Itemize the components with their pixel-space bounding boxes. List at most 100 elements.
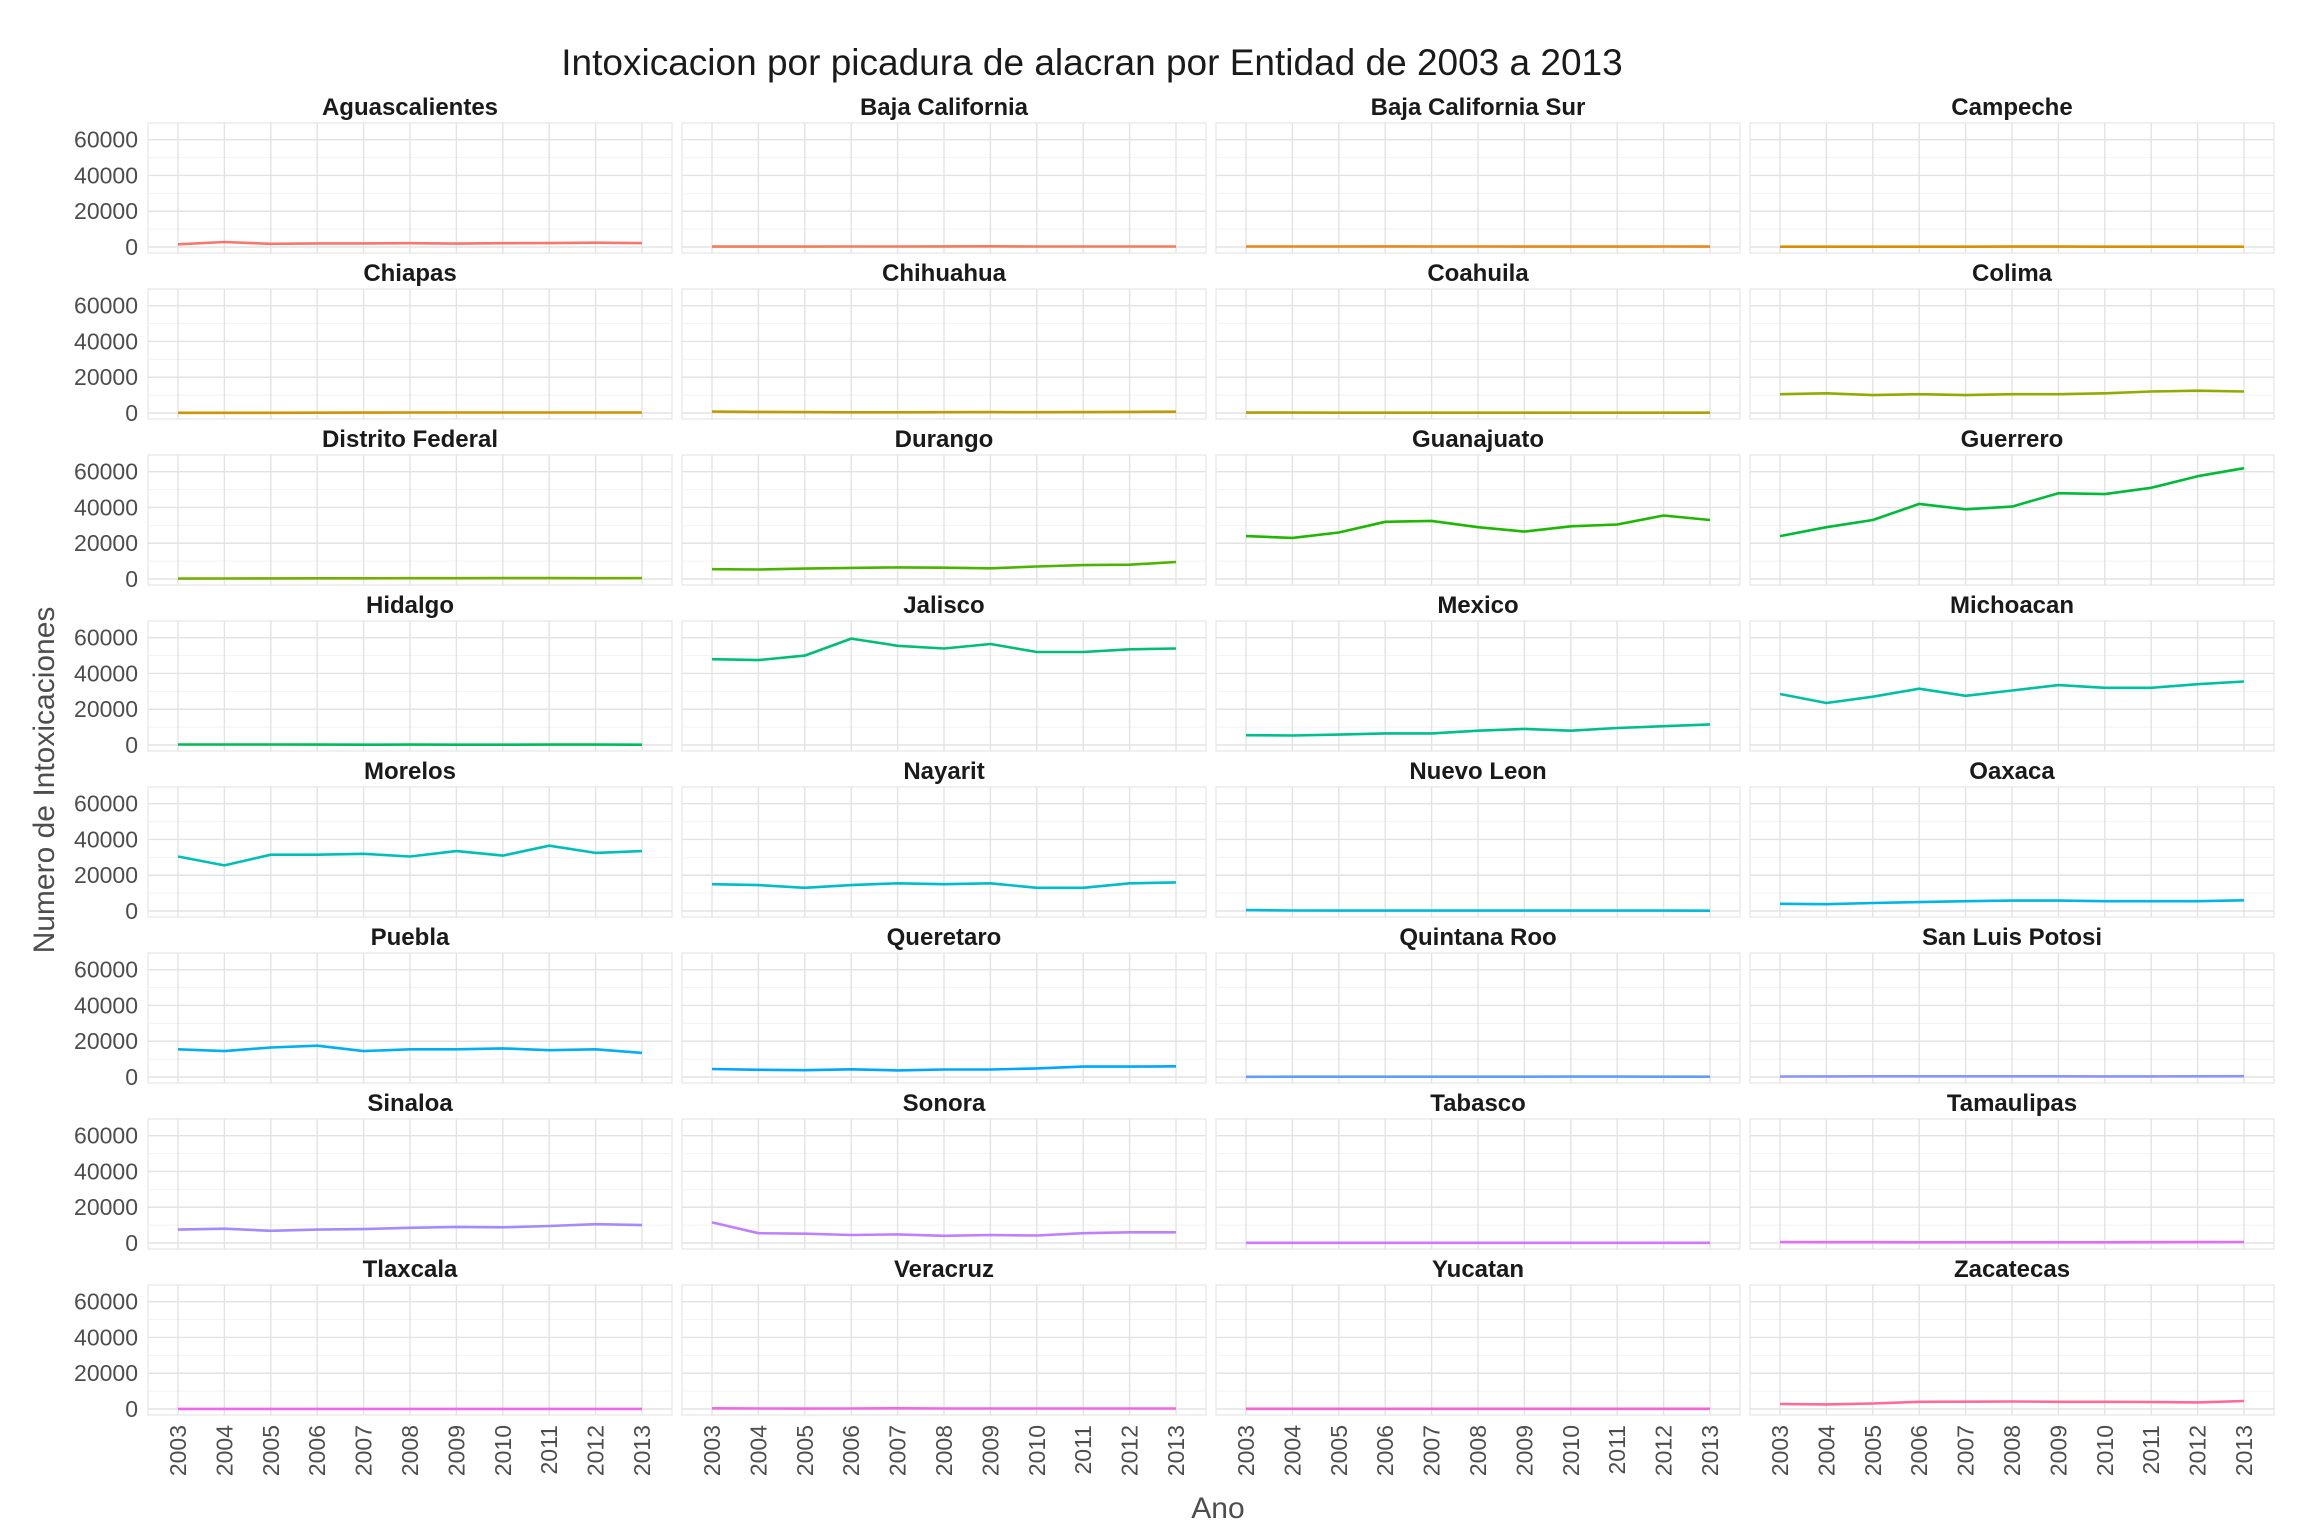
facet-strip-label: Tamaulipas [1947,1090,2077,1117]
x-tick-label: 2013 [1697,1425,1723,1476]
facet-strip-label: Michoacan [1950,592,2074,619]
series-line [711,1065,1177,1072]
facet-strip-label: Sinaloa [367,1090,453,1117]
series-line [1779,389,2245,397]
series-line [1245,908,1711,913]
x-tick-label: 2003 [1767,1425,1793,1476]
facet-panel: Chiapas 0 20000 40000 60000 [74,260,673,426]
series-line [1245,723,1711,737]
facet-panel: Campeche [1749,94,2275,254]
facet-panel: San Luis Potosi [1749,924,2275,1084]
facet-strip-label: Sonora [903,1090,986,1117]
y-tick-label: 40000 [74,1158,138,1184]
series-line [177,576,643,580]
y-tick-label: 20000 [74,198,138,224]
series-line [1779,680,2245,705]
y-tick-label: 40000 [74,826,138,852]
y-tick-label: 60000 [74,625,138,651]
y-tick-label: 20000 [74,1194,138,1220]
x-tick-label: 2013 [2231,1425,2257,1476]
facet-strip-label: Baja California Sur [1371,94,1586,121]
facet-panel: Michoacan [1749,592,2275,752]
facet-panel: Oaxaca [1749,758,2275,918]
x-tick-label: 2011 [1070,1425,1096,1474]
facet-strip-label: Quintana Roo [1399,924,1556,951]
x-tick-label: 2008 [1999,1425,2025,1476]
x-tick-label: 2011 [2138,1425,2164,1474]
facet-strip-label: San Luis Potosi [1922,924,2102,951]
y-tick-label: 20000 [74,862,138,888]
x-tick-label: 2010 [1558,1425,1584,1476]
facet-strip-label: Queretaro [887,924,1002,951]
facet-strip-label: Mexico [1437,592,1518,619]
facet-strip-label: Veracruz [894,1256,994,1283]
x-tick-label: 2009 [443,1425,469,1476]
x-tick-label: 2008 [1465,1425,1491,1476]
facet-panel: Baja California Sur [1215,94,1741,254]
x-tick-label: 2009 [977,1425,1003,1476]
series-line [711,410,1177,414]
facet-strip-label: Tabasco [1430,1090,1526,1117]
y-tick-label: 60000 [74,1289,138,1315]
series-line [1779,466,2245,538]
x-tick-label: 2009 [1511,1425,1537,1476]
x-tick-label: 2007 [1953,1425,1979,1476]
y-tick-label: 40000 [74,660,138,686]
facet-panel: Tamaulipas [1749,1090,2275,1250]
x-tick-label: 2007 [1419,1425,1445,1476]
series-line [711,560,1177,571]
x-tick-label: 2012 [583,1425,609,1476]
x-axis-title: Ano [1191,1492,1244,1525]
facet-panel: Durango [681,426,1207,586]
facet-panel: Puebla 0 20000 40000 60000 [74,924,673,1090]
facet-panel: Baja California [681,94,1207,254]
facet-panel: Nayarit [681,758,1207,918]
facet-panel: Hidalgo 0 20000 40000 60000 [74,592,673,758]
y-tick-label: 60000 [74,957,138,983]
facet-panel: Veracruz 2003 2004 2005 2006 2007 2008 2009 2010… [681,1256,1207,1476]
x-tick-label: 2012 [1117,1425,1143,1476]
x-tick-label: 2011 [536,1425,562,1474]
x-tick-label: 2003 [1233,1425,1259,1476]
facet-panel: Chihuahua [681,260,1207,420]
facet-strip-label: Aguascalientes [322,94,498,121]
x-tick-label: 2005 [1326,1425,1352,1476]
facet-strip-label: Tlaxcala [363,1256,458,1283]
series-line [711,881,1177,890]
series-line [1245,514,1711,540]
series-line [177,1222,643,1233]
facet-strip-label: Nayarit [903,758,984,785]
x-tick-label: 2003 [165,1425,191,1476]
facet-strip-label: Coahuila [1427,260,1529,287]
y-tick-label: 0 [125,1396,138,1422]
series-line [711,637,1177,662]
y-tick-label: 40000 [74,1324,138,1350]
facet-panel: Guanajuato [1215,426,1741,586]
facet-strip-label: Campeche [1951,94,2072,121]
x-tick-label: 2013 [629,1425,655,1476]
facet-strip-label: Guanajuato [1412,426,1544,453]
y-tick-label: 0 [125,898,138,924]
facet-panel: Yucatan 2003 2004 2005 2006 2007 2008 2009 2010 2… [1215,1256,1741,1476]
y-axis-title: Numero de Intoxicaciones [28,607,61,954]
y-tick-label: 40000 [74,328,138,354]
x-tick-label: 2012 [1651,1425,1677,1476]
facet-strip-label: Puebla [371,924,450,951]
y-tick-label: 60000 [74,293,138,319]
x-tick-label: 2006 [1372,1425,1398,1476]
x-tick-label: 2006 [838,1425,864,1476]
facet-panel: Distrito Federal 0 20000 40000 60000 [74,426,673,592]
facet-panel: Morelos 0 20000 40000 60000 [74,758,673,924]
x-tick-label: 2010 [490,1425,516,1476]
x-tick-label: 2008 [931,1425,957,1476]
facet-strip-label: Distrito Federal [322,426,498,453]
facet-strip-label: Durango [895,426,994,453]
x-tick-label: 2013 [1163,1425,1189,1476]
y-tick-label: 20000 [74,1360,138,1386]
facet-panel: Nuevo Leon [1215,758,1741,918]
y-tick-label: 20000 [74,364,138,390]
y-tick-label: 40000 [74,162,138,188]
x-tick-label: 2003 [699,1425,725,1476]
y-tick-label: 60000 [74,791,138,817]
